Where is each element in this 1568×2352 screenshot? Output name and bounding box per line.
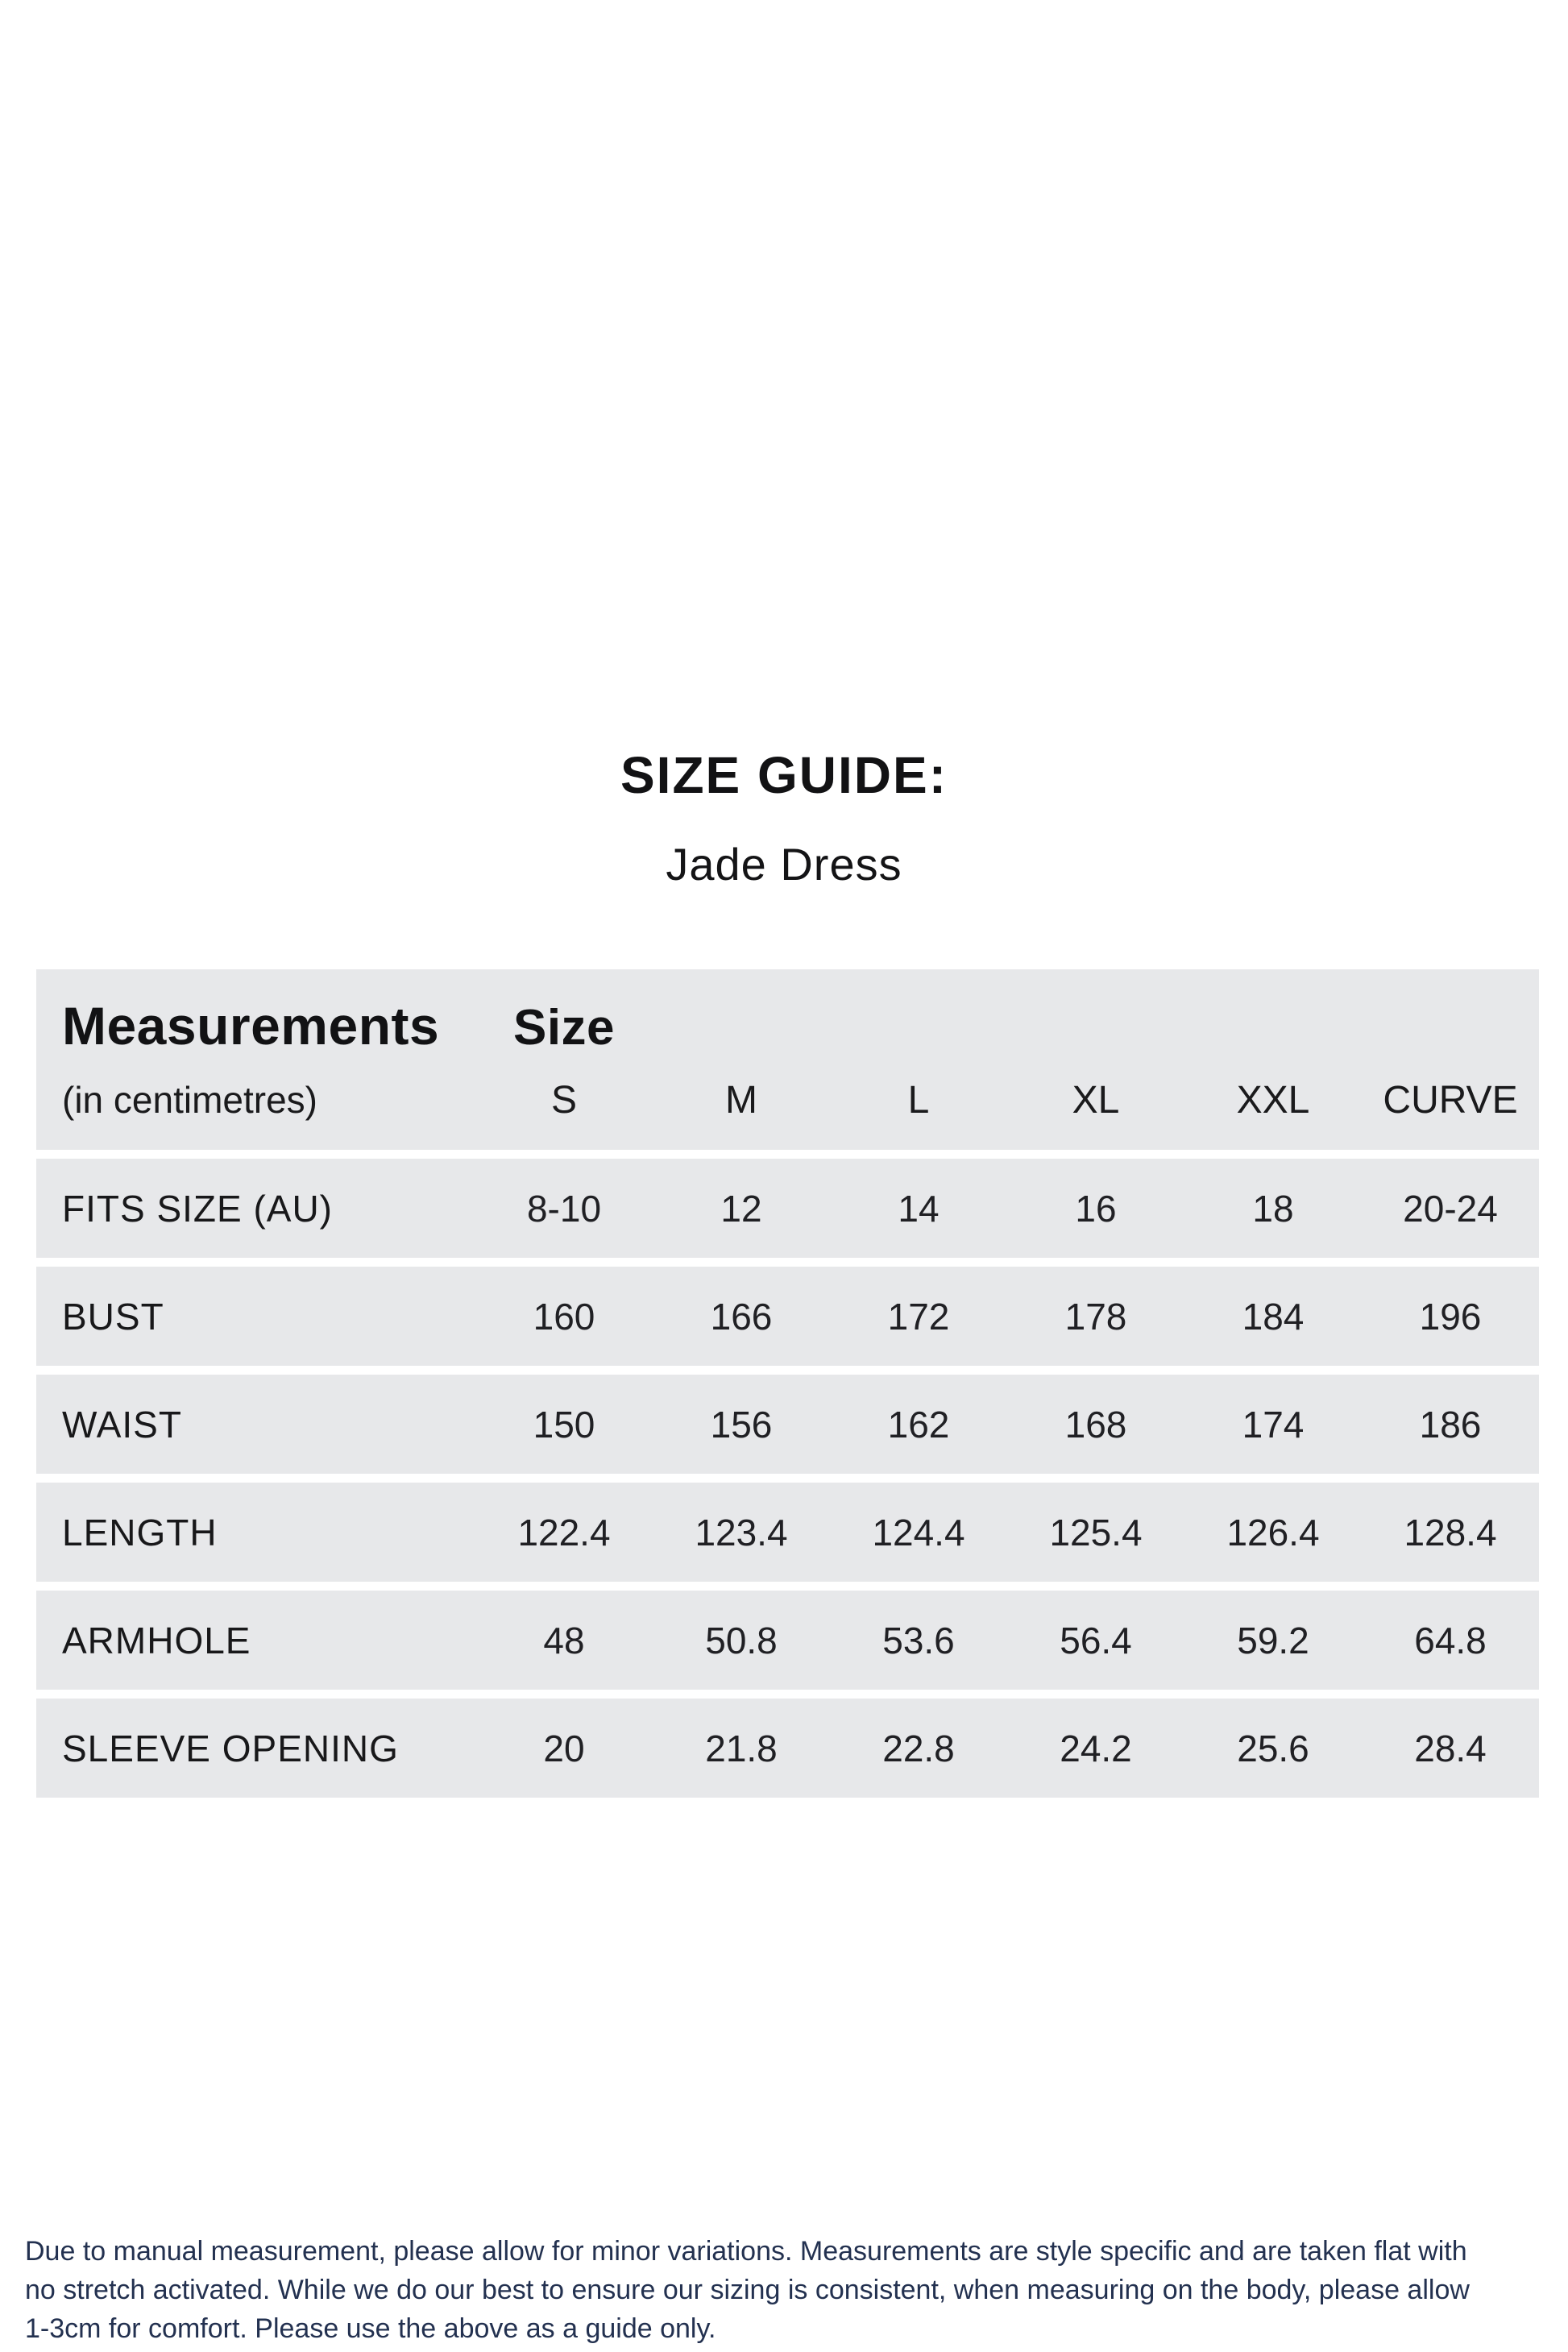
row-value: 59.2: [1237, 1619, 1309, 1661]
row-value: 168: [1064, 1403, 1127, 1446]
column-header-s: S: [550, 1079, 577, 1122]
column-header-curve: CURVE: [1383, 1079, 1518, 1122]
row-value: 150: [533, 1403, 595, 1446]
column-header-m: M: [725, 1079, 757, 1122]
row-value: 160: [533, 1295, 595, 1338]
measurements-heading: Measurements: [62, 996, 440, 1056]
row-label: SLEEVE OPENING: [62, 1727, 399, 1769]
units-note: (in centimetres): [62, 1079, 317, 1121]
row-value: 8-10: [526, 1187, 602, 1230]
row-value: 16: [1075, 1187, 1117, 1230]
table-header-top-line: Measurements Size: [36, 995, 1539, 1056]
row-value: 21.8: [705, 1727, 778, 1769]
row-label: LENGTH: [62, 1511, 218, 1553]
row-value: 122.4: [517, 1511, 611, 1553]
row-value: 24.2: [1060, 1727, 1132, 1769]
row-value: 25.6: [1237, 1727, 1309, 1769]
row-value: 174: [1242, 1403, 1305, 1446]
row-value: 166: [710, 1295, 773, 1338]
row-label: WAIST: [62, 1403, 182, 1446]
row-label: BUST: [62, 1295, 164, 1338]
row-value: 18: [1252, 1187, 1294, 1230]
row-value: 196: [1419, 1295, 1482, 1338]
row-value: 48: [543, 1619, 585, 1661]
row-value: 128.4: [1404, 1511, 1497, 1553]
row-value: 20: [543, 1727, 585, 1769]
table-header-bottom-line: (in centimetres) S M L XL XXL CURVE: [36, 1078, 1539, 1122]
row-value: 53.6: [882, 1619, 955, 1661]
column-header-l: L: [907, 1079, 930, 1122]
size-heading: Size: [512, 1000, 616, 1056]
disclaimer-line: Due to manual measurement, please allow …: [25, 2236, 1467, 2267]
row-value: 125.4: [1049, 1511, 1143, 1553]
row-value: 56.4: [1060, 1619, 1132, 1661]
table-row-armhole: ARMHOLE 48 50.8 53.6 56.4 59.2 64.8: [36, 1591, 1539, 1690]
disclaimer: Due to manual measurement, please allow …: [25, 2232, 1548, 2348]
row-value: 28.4: [1414, 1727, 1487, 1769]
row-value: 172: [887, 1295, 950, 1338]
row-value: 123.4: [695, 1511, 788, 1553]
table-row-fits-size: FITS SIZE (AU) 8-10 12 14 16 18 20-24: [36, 1159, 1539, 1258]
table-row-bust: BUST 160 166 172 178 184 196: [36, 1267, 1539, 1366]
row-value: 186: [1419, 1403, 1482, 1446]
disclaimer-line: no stretch activated. While we do our be…: [25, 2275, 1470, 2305]
row-value: 126.4: [1226, 1511, 1320, 1553]
row-value: 184: [1242, 1295, 1305, 1338]
disclaimer-line: 1-3cm for comfort. Please use the above …: [25, 2313, 716, 2344]
row-label: FITS SIZE (AU): [62, 1187, 333, 1230]
product-name: Jade Dress: [666, 839, 902, 890]
table-row-length: LENGTH 122.4 123.4 124.4 125.4 126.4 128…: [36, 1483, 1539, 1582]
table-row-sleeve-opening: SLEEVE OPENING 20 21.8 22.8 24.2 25.6 28…: [36, 1699, 1539, 1798]
column-header-xl: XL: [1072, 1079, 1120, 1122]
row-value: 156: [710, 1403, 773, 1446]
row-value: 12: [720, 1187, 762, 1230]
table-row-waist: WAIST 150 156 162 168 174 186: [36, 1375, 1539, 1474]
row-value: 20-24: [1403, 1187, 1498, 1230]
table-header-row: Measurements Size (in centimetres) S M L…: [36, 969, 1539, 1150]
row-value: 178: [1064, 1295, 1127, 1338]
column-header-xxl: XXL: [1236, 1079, 1310, 1122]
row-value: 64.8: [1414, 1619, 1487, 1661]
size-table: Measurements Size (in centimetres) S M L…: [36, 969, 1539, 1798]
row-value: 50.8: [705, 1619, 778, 1661]
row-value: 22.8: [882, 1727, 955, 1769]
row-value: 124.4: [872, 1511, 965, 1553]
row-value: 162: [887, 1403, 950, 1446]
page-title: SIZE GUIDE:: [620, 746, 948, 804]
row-label: ARMHOLE: [62, 1619, 251, 1661]
row-value: 14: [898, 1187, 940, 1230]
